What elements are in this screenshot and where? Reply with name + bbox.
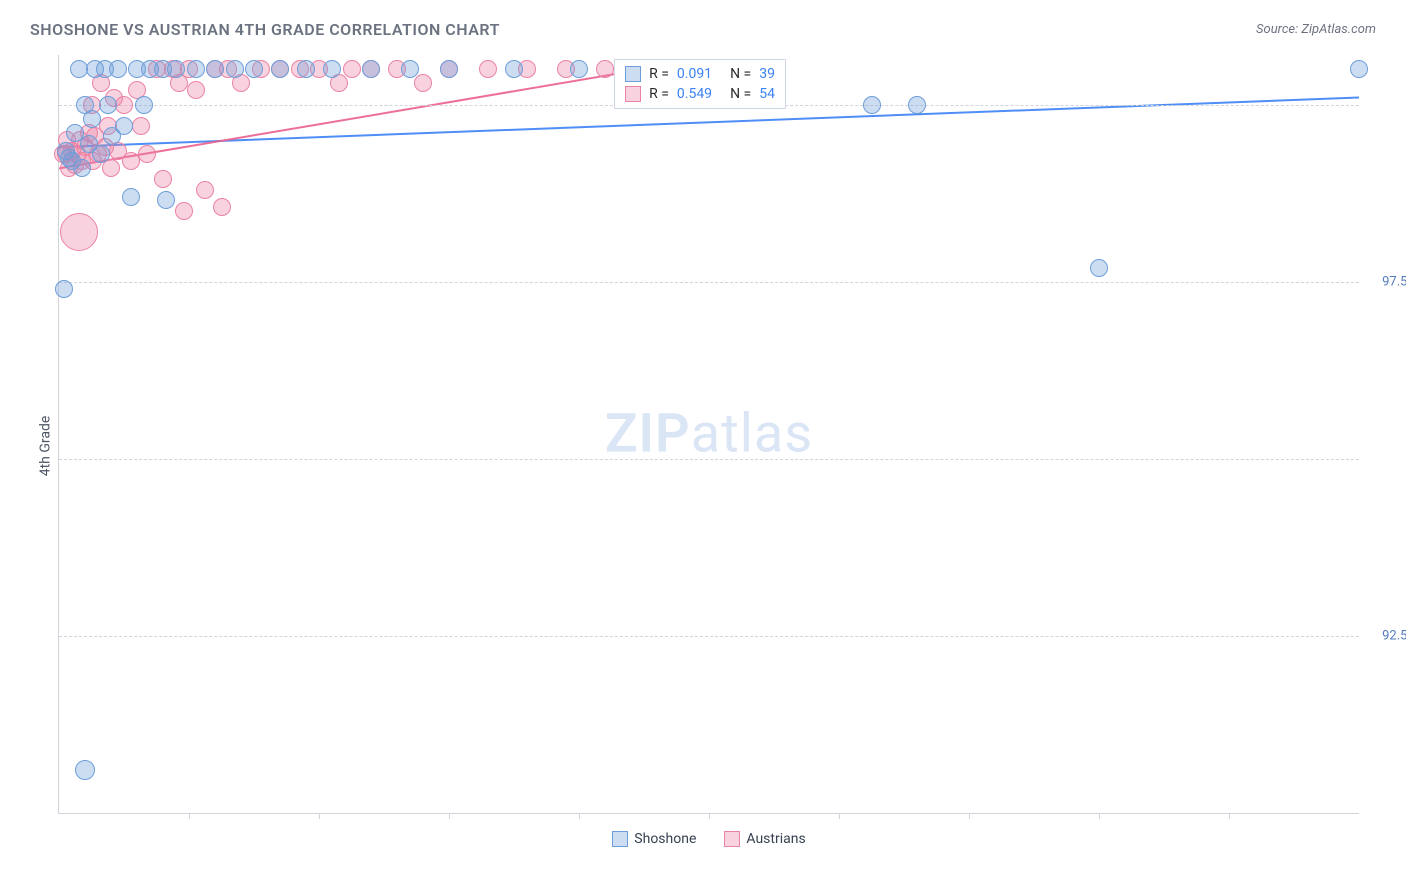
point-austrian[interactable] <box>175 202 193 220</box>
stats-r_value-austrian: 0.549 <box>677 86 712 102</box>
chart-title: SHOSHONE VS AUSTRIAN 4TH GRADE CORRELATI… <box>30 20 500 39</box>
x-tick <box>839 813 840 819</box>
stats-row-shoshone: R = 0.091 N = 39 <box>625 64 775 84</box>
point-austrian[interactable] <box>60 213 98 251</box>
point-austrian[interactable] <box>187 81 205 99</box>
point-shoshone[interactable] <box>226 60 244 78</box>
x-tick <box>449 813 450 819</box>
point-austrian[interactable] <box>132 117 150 135</box>
scatter-plot: ZIPatlas Shoshone Austrians 92.5%97.5%R … <box>58 55 1359 814</box>
x-tick <box>709 813 710 819</box>
x-tick <box>579 813 580 819</box>
legend-label-shoshone: Shoshone <box>634 831 696 847</box>
point-austrian[interactable] <box>115 96 133 114</box>
point-shoshone[interactable] <box>167 60 185 78</box>
legend-swatch-shoshone <box>612 831 628 847</box>
point-shoshone[interactable] <box>206 60 224 78</box>
stats-n_value-austrian: 54 <box>759 86 775 102</box>
x-tick <box>1099 813 1100 819</box>
point-austrian[interactable] <box>122 152 140 170</box>
watermark: ZIPatlas <box>605 403 813 466</box>
stats-n_label-shoshone: N = <box>730 66 751 82</box>
point-shoshone[interactable] <box>1090 259 1108 277</box>
point-shoshone[interactable] <box>908 96 926 114</box>
point-austrian[interactable] <box>138 145 156 163</box>
point-austrian[interactable] <box>154 170 172 188</box>
point-shoshone[interactable] <box>323 60 341 78</box>
point-shoshone[interactable] <box>863 96 881 114</box>
point-shoshone[interactable] <box>245 60 263 78</box>
point-austrian[interactable] <box>343 60 361 78</box>
gridline-h <box>59 459 1359 460</box>
point-shoshone[interactable] <box>157 191 175 209</box>
y-tick-label: 92.5% <box>1367 628 1406 643</box>
point-shoshone[interactable] <box>505 60 523 78</box>
point-shoshone[interactable] <box>187 60 205 78</box>
point-shoshone[interactable] <box>122 188 140 206</box>
stats-swatch-shoshone <box>625 66 641 82</box>
point-shoshone[interactable] <box>75 760 95 780</box>
point-shoshone[interactable] <box>297 60 315 78</box>
point-austrian[interactable] <box>414 74 432 92</box>
point-shoshone[interactable] <box>570 60 588 78</box>
legend-item-austrian: Austrians <box>724 831 805 847</box>
gridline-h <box>59 282 1359 283</box>
chart-header: SHOSHONE VS AUSTRIAN 4TH GRADE CORRELATI… <box>30 20 1376 50</box>
point-shoshone[interactable] <box>73 159 91 177</box>
stats-n_value-shoshone: 39 <box>759 66 775 82</box>
point-shoshone[interactable] <box>1350 60 1368 78</box>
point-shoshone[interactable] <box>440 60 458 78</box>
stats-swatch-austrian <box>625 86 641 102</box>
x-tick <box>189 813 190 819</box>
point-austrian[interactable] <box>596 60 614 78</box>
point-shoshone[interactable] <box>109 60 127 78</box>
point-shoshone[interactable] <box>55 280 73 298</box>
point-austrian[interactable] <box>196 181 214 199</box>
point-shoshone[interactable] <box>271 60 289 78</box>
trend-lines-svg <box>59 55 1359 813</box>
point-shoshone[interactable] <box>92 145 110 163</box>
x-tick <box>319 813 320 819</box>
legend-swatch-austrian <box>724 831 740 847</box>
point-shoshone[interactable] <box>83 110 101 128</box>
point-shoshone[interactable] <box>401 60 419 78</box>
stats-r_label-shoshone: R = <box>649 66 669 82</box>
legend: Shoshone Austrians <box>59 831 1359 847</box>
stats-box: R = 0.091 N = 39 R = 0.549 N = 54 <box>614 59 786 109</box>
stats-n_label-austrian: N = <box>730 86 751 102</box>
point-austrian[interactable] <box>479 60 497 78</box>
x-tick <box>1229 813 1230 819</box>
point-shoshone[interactable] <box>362 60 380 78</box>
y-tick-label: 97.5% <box>1367 274 1406 289</box>
point-shoshone[interactable] <box>99 96 117 114</box>
stats-row-austrian: R = 0.549 N = 54 <box>625 84 775 104</box>
point-shoshone[interactable] <box>70 60 88 78</box>
stats-r_value-shoshone: 0.091 <box>677 66 712 82</box>
legend-label-austrian: Austrians <box>746 831 805 847</box>
gridline-h <box>59 636 1359 637</box>
point-shoshone[interactable] <box>135 96 153 114</box>
point-shoshone[interactable] <box>115 117 133 135</box>
point-austrian[interactable] <box>213 198 231 216</box>
source-attribution: Source: ZipAtlas.com <box>1256 22 1376 37</box>
stats-r_label-austrian: R = <box>649 86 669 102</box>
legend-item-shoshone: Shoshone <box>612 831 696 847</box>
x-tick <box>969 813 970 819</box>
y-axis-label: 4th Grade <box>37 416 53 477</box>
